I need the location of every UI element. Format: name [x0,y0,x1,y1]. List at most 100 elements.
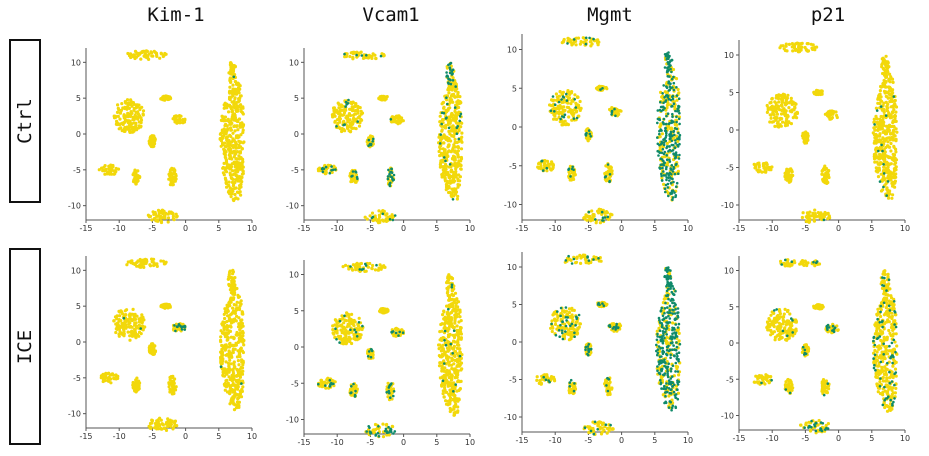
cell-point-expressing [671,196,675,199]
cell-point [336,121,340,126]
cell-point [780,104,784,108]
cell-point [232,112,237,116]
cell-point-expressing [675,86,678,89]
cell-point-expressing [560,98,563,101]
cell-point-expressing [387,168,390,172]
cell-point [889,149,893,153]
cell-point [137,330,142,334]
cell-point [230,192,234,196]
cell-point [551,99,555,103]
cell-point-expressing [602,219,605,222]
cell-point-expressing [671,177,674,181]
cell-point [673,122,677,126]
cell-point [232,105,236,109]
cell-point [118,111,122,115]
cell-point-expressing [601,216,605,219]
cell-point [122,120,126,124]
cell-point-expressing [668,179,671,182]
cell-point-expressing [671,149,675,152]
cell-point [666,72,670,76]
cell-point [584,136,588,140]
cell-point [221,331,225,335]
cell-point [231,173,235,177]
cell-point [578,107,582,111]
cell-point [878,117,882,121]
cell-point [132,312,136,317]
cell-point [225,165,229,169]
cell-point [238,353,242,357]
cell-point-expressing [668,122,671,125]
cell-point [381,98,385,102]
cell-point [891,171,895,175]
cell-point-expressing [240,382,243,385]
cluster-c9 [131,376,142,394]
cell-point [127,106,131,110]
cell-point-expressing [664,139,668,143]
cell-point-expressing [882,172,886,175]
cell-point-expressing [671,97,675,101]
x-tick-label: 10 [247,432,257,441]
cell-point [228,122,232,126]
x-tick-label: 10 [683,224,693,233]
cell-point [825,112,829,116]
cell-point [447,137,451,141]
cluster-c2 [227,61,237,84]
cell-point [165,302,169,306]
cell-point [229,67,233,71]
cell-point [224,156,228,160]
cell-point-expressing [667,89,671,92]
cell-point-expressing [392,173,396,177]
cell-point [232,396,236,400]
cell-point [171,427,175,431]
cell-point-expressing [673,127,677,130]
cell-point [133,168,137,172]
cell-point [115,317,119,321]
cell-point [112,172,116,176]
cell-point [883,62,887,66]
cell-point-expressing [391,218,395,222]
cell-point-expressing [371,140,374,143]
cell-point [889,105,893,109]
cell-point [226,331,230,335]
cell-point [149,50,153,54]
cell-point [228,76,232,80]
cell-point [324,167,329,171]
cell-point [122,332,126,336]
cell-point [237,363,241,367]
cell-point [148,263,152,267]
cell-point-expressing [324,165,328,169]
cell-point [233,180,237,185]
cell-point [229,126,233,130]
cell-point-expressing [664,167,668,171]
cell-point [793,105,797,109]
cell-point [228,171,232,175]
cell-point-expressing [571,165,574,169]
cell-point [136,110,140,114]
cell-point [242,343,246,347]
cell-point [108,169,112,173]
cell-point [145,49,149,53]
cell-point [606,172,610,176]
cell-point [354,108,358,113]
cell-point [554,92,558,96]
cell-point [889,113,893,117]
cluster-c4 [343,50,386,61]
cell-point [878,161,883,165]
cell-point [228,358,232,362]
cell-point [659,122,663,126]
cell-point-expressing [180,328,184,331]
y-tick-label: 0 [76,130,81,139]
cell-point [235,308,239,312]
cell-point [233,118,238,122]
cell-point [240,310,245,315]
cell-point [384,219,389,223]
cell-point [813,212,817,216]
cluster-c1 [437,79,464,201]
cell-point [117,127,121,131]
cell-point [227,375,231,379]
cell-point [886,102,890,106]
cell-point [237,370,241,374]
cell-point-expressing [672,180,675,184]
cell-point [226,277,230,281]
cluster-c11 [812,88,824,97]
